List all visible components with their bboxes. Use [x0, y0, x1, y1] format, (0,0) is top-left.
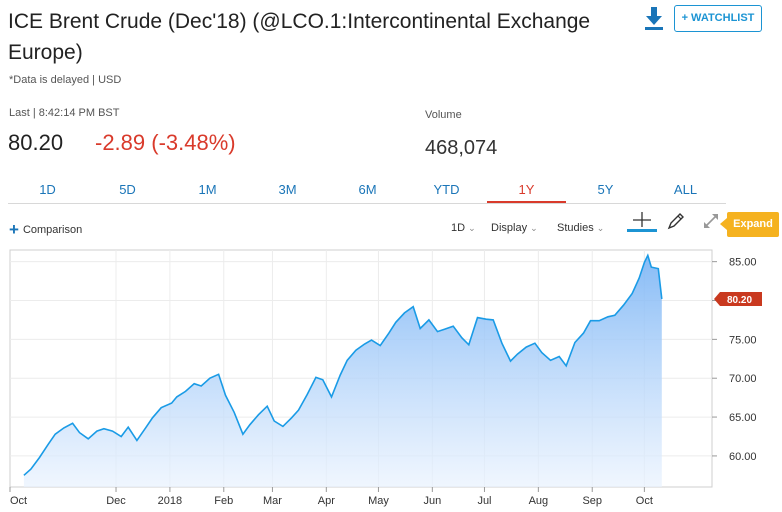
- range-tabs: 1D 5D 1M 3M 6M YTD 1Y 5Y ALL: [8, 179, 726, 204]
- tab-1d[interactable]: 1D: [39, 182, 56, 197]
- interval-label: 1D: [451, 222, 466, 234]
- last-value-label: 80.20: [727, 295, 752, 306]
- y-tick-label: 75.00: [729, 334, 757, 346]
- chevron-down-icon: ⌄: [596, 223, 605, 233]
- chevron-down-icon: ⌄: [530, 223, 538, 233]
- x-axis: Oct Dec 2018 Feb Mar Apr May Jun Jul Aug Sep Oct: [9, 487, 653, 507]
- y-tick-label: 60.00: [729, 451, 757, 463]
- x-tick-label: Oct: [10, 495, 27, 507]
- delay-note: *Data is delayed | USD: [9, 74, 122, 86]
- tab-ytd[interactable]: YTD: [433, 182, 460, 197]
- crosshair-icon[interactable]: [627, 210, 657, 232]
- comparison-button[interactable]: + Comparison: [9, 220, 82, 240]
- tab-3m[interactable]: 3M: [278, 182, 297, 197]
- studies-dropdown[interactable]: Studies ⌄: [557, 222, 604, 234]
- tab-all[interactable]: ALL: [673, 182, 698, 197]
- expand-button[interactable]: Expand: [720, 212, 779, 237]
- x-tick-label: Jul: [477, 495, 491, 507]
- x-tick-label: Dec: [106, 495, 126, 507]
- last-value-badge: 80.20: [714, 291, 762, 306]
- volume-label: Volume: [425, 109, 462, 121]
- y-tick-label: 70.00: [729, 373, 757, 385]
- studies-label: Studies: [557, 222, 594, 234]
- plus-icon: +: [9, 220, 19, 239]
- pencil-icon[interactable]: [666, 211, 686, 231]
- watchlist-button[interactable]: + WATCHLIST: [674, 5, 762, 32]
- chevron-down-icon: ⌄: [468, 223, 476, 233]
- tab-5y[interactable]: 5Y: [597, 182, 614, 197]
- x-tick-label: Jun: [423, 495, 441, 507]
- x-tick-label: 2018: [158, 495, 182, 507]
- tab-1y[interactable]: 1Y: [487, 179, 566, 203]
- display-label: Display: [491, 222, 528, 234]
- x-tick-label: Oct: [636, 495, 653, 507]
- download-icon[interactable]: [643, 5, 665, 31]
- x-tick-label: Aug: [529, 495, 549, 507]
- x-tick-label: May: [368, 495, 389, 507]
- price-line: [23, 253, 663, 476]
- last-price: 80.20: [8, 130, 64, 155]
- instrument-title: ICE Brent Crude (Dec'18) (@LCO.1:Interco…: [8, 10, 591, 64]
- price-change: -2.89 (-3.48%): [95, 130, 236, 155]
- x-tick-label: Feb: [214, 495, 233, 507]
- tab-1m[interactable]: 1M: [198, 182, 217, 197]
- volume-value: 468,074: [425, 137, 498, 159]
- x-tick-label: Sep: [582, 495, 602, 507]
- x-tick-label: Mar: [263, 495, 282, 507]
- expand-arrows-icon[interactable]: [701, 211, 721, 231]
- comparison-label: Comparison: [22, 224, 83, 236]
- y-tick-label: 65.00: [729, 412, 757, 424]
- last-update-label: Last | 8:42:14 PM BST: [9, 107, 120, 119]
- tab-6m[interactable]: 6M: [358, 182, 377, 197]
- display-dropdown[interactable]: Display ⌄: [491, 222, 538, 234]
- interval-dropdown[interactable]: 1D ⌄: [451, 222, 476, 234]
- y-tick-label: 85.00: [729, 257, 757, 269]
- tab-5d[interactable]: 5D: [119, 182, 136, 197]
- x-tick-label: Apr: [318, 495, 335, 507]
